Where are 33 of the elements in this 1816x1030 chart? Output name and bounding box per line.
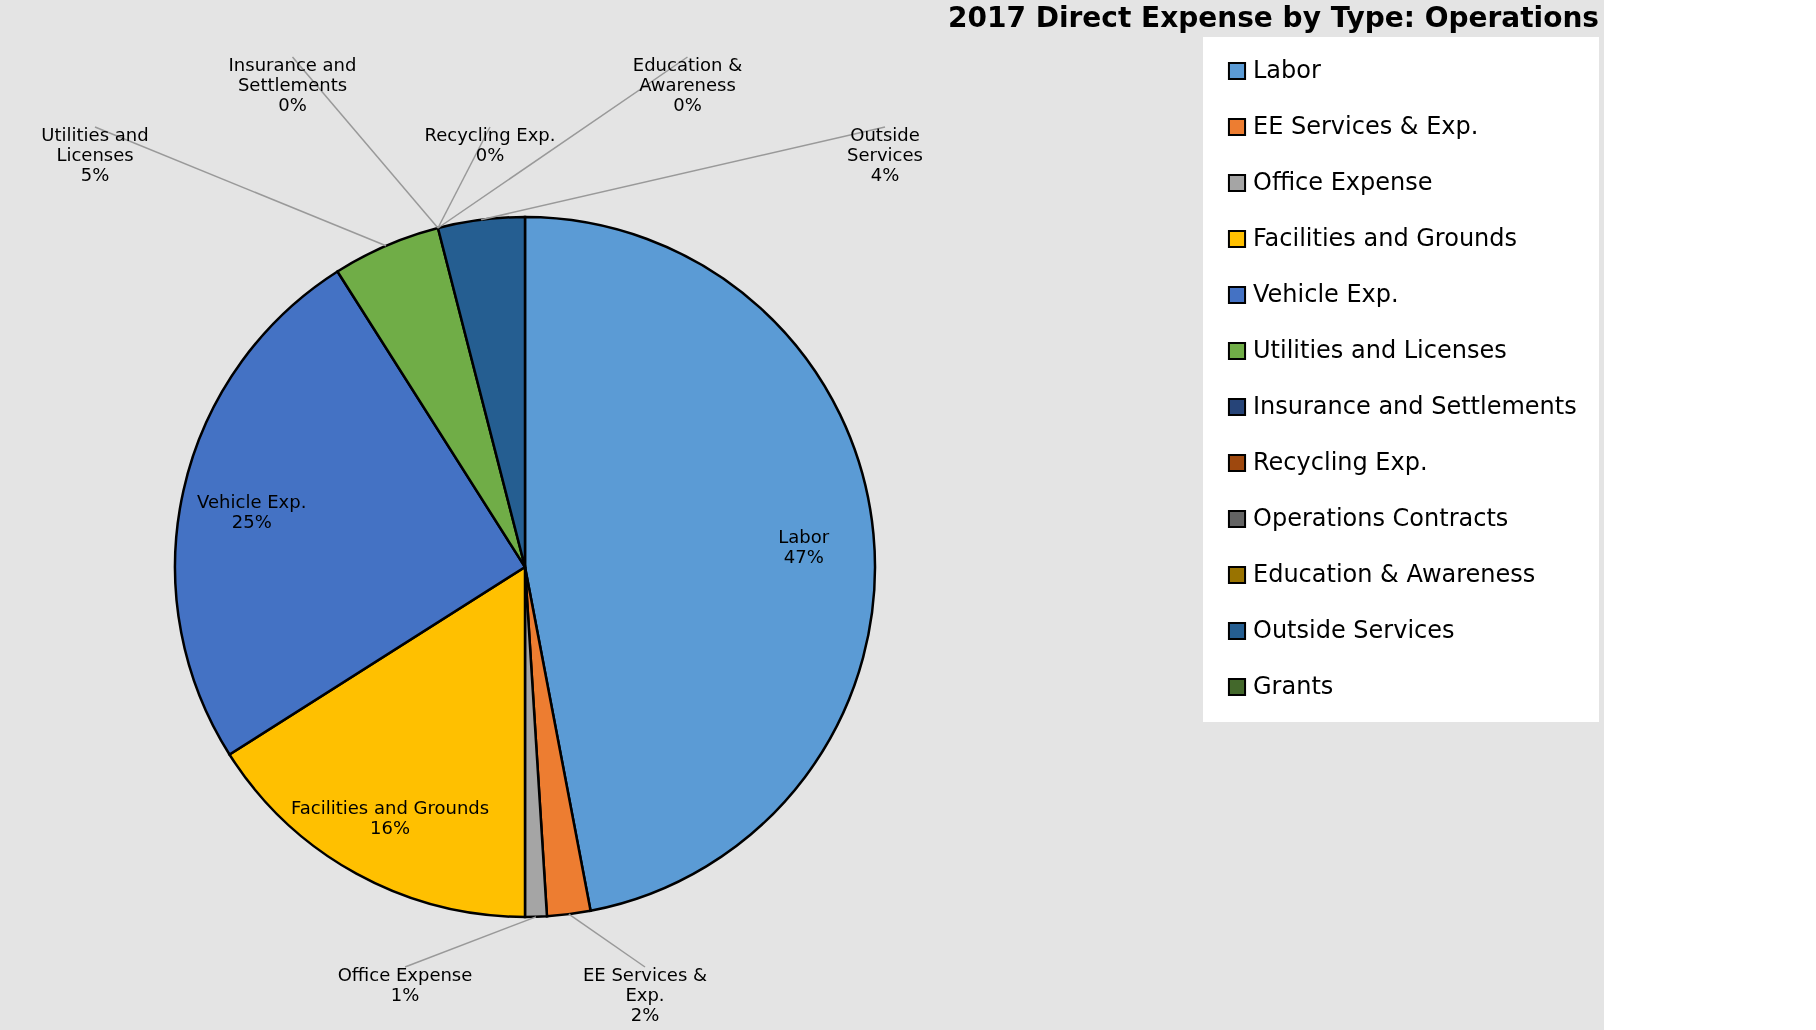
slice-label: Outside Services [847, 124, 923, 165]
text: 0% [475, 144, 505, 165]
data-label: 16% [370, 817, 411, 839]
legend-label: Utilities and Licenses [1253, 336, 1507, 364]
legend-label: Insurance and Settlements [1253, 392, 1577, 420]
data-label: 2% [630, 1004, 660, 1025]
legend-label: Education & Awareness [1253, 560, 1536, 588]
category-label: Insurance and Settlements [228, 54, 357, 95]
legend-label: Recycling Exp. [1253, 448, 1428, 476]
slice-label: Facilities and Grounds [291, 797, 490, 819]
legend-label: Labor [1253, 56, 1321, 84]
legend-label: Outside Services [1253, 616, 1455, 644]
slice-label: Office Expense [337, 964, 473, 985]
legend-label: Operations Contracts [1253, 504, 1509, 532]
chart-title: 2017 Direct Expense by Type: Operations [947, 1, 1599, 34]
text: 0% [673, 94, 702, 115]
category-label: Recycling Exp. [424, 124, 556, 145]
data-label: 25% [231, 510, 272, 532]
legend-label: EE Services & Exp. [1253, 112, 1479, 140]
category-label: Education & Awareness [632, 54, 743, 95]
slice-label: Vehicle Exp. [197, 490, 307, 512]
slice-label: Utilities and Licenses [41, 124, 149, 165]
data-label: 5% [80, 164, 110, 185]
slice-label: EE Services & Exp. [582, 964, 708, 1005]
slice-label: Labor [778, 525, 830, 547]
data-label: 4% [870, 164, 900, 185]
legend-label: Office Expense [1253, 168, 1433, 196]
legend-label: Grants [1253, 672, 1334, 700]
data-label: 1% [390, 984, 420, 1005]
legend-label: Vehicle Exp. [1253, 280, 1399, 308]
text: 0% [278, 94, 307, 115]
legend-label: Facilities and Grounds [1253, 224, 1518, 252]
data-label: 47% [783, 545, 824, 567]
